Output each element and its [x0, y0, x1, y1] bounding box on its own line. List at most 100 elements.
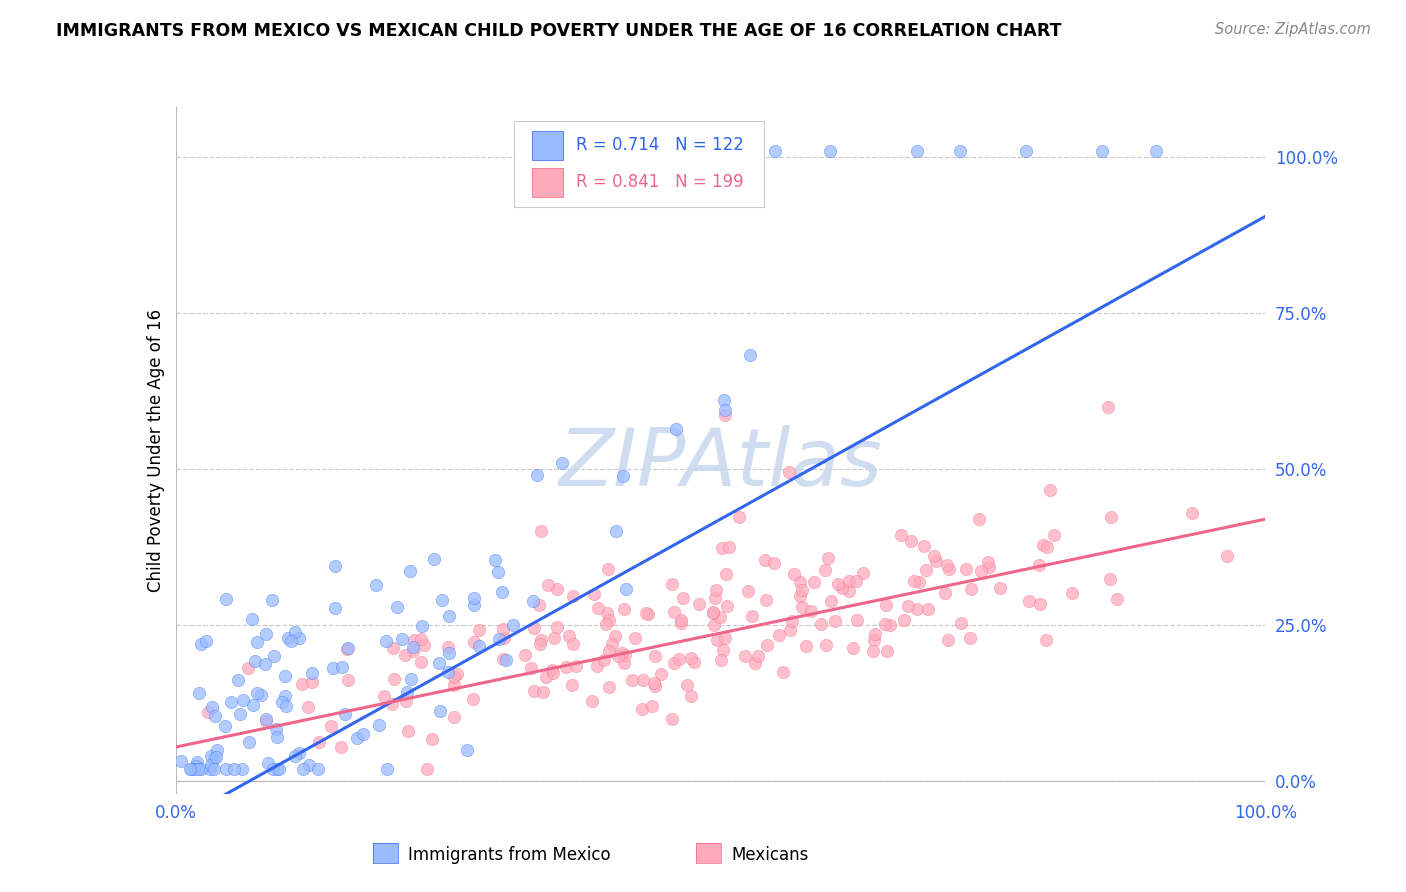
Point — [768, 628, 790, 642]
Point — [1032, 538, 1054, 552]
Point — [596, 606, 619, 620]
Point — [949, 144, 972, 158]
Point — [671, 613, 693, 627]
Point — [242, 698, 264, 713]
Point — [810, 617, 832, 632]
Point — [330, 739, 353, 754]
Point — [900, 534, 922, 549]
Point — [763, 557, 786, 571]
Point — [596, 562, 619, 576]
Point — [364, 578, 387, 592]
Point — [772, 665, 794, 679]
Point — [205, 742, 228, 756]
Text: Immigrants from Mexico: Immigrants from Mexico — [408, 846, 610, 863]
Point — [402, 640, 425, 655]
Point — [713, 409, 735, 423]
Point — [232, 692, 254, 706]
Point — [879, 618, 901, 632]
Point — [336, 640, 359, 655]
Point — [1039, 483, 1062, 497]
Point — [704, 591, 727, 605]
Point — [429, 704, 451, 718]
Point — [346, 731, 368, 745]
Point — [558, 629, 581, 643]
Point — [274, 698, 297, 713]
Point — [744, 656, 766, 670]
Point — [461, 692, 484, 706]
Point — [1029, 597, 1052, 611]
Point — [423, 552, 446, 566]
Point — [603, 629, 626, 643]
Point — [592, 652, 614, 666]
Point — [714, 403, 737, 417]
Point — [713, 631, 735, 645]
Point — [277, 631, 299, 645]
Point — [484, 553, 506, 567]
Point — [336, 642, 359, 657]
Point — [780, 614, 803, 628]
Point — [336, 673, 359, 688]
FancyBboxPatch shape — [531, 168, 562, 197]
Point — [890, 528, 912, 542]
Point — [960, 582, 983, 597]
Point — [637, 607, 659, 621]
Point — [634, 606, 657, 620]
Point — [427, 656, 450, 670]
Point — [950, 615, 973, 630]
Point — [1060, 586, 1083, 600]
Point — [301, 665, 323, 680]
Point — [936, 558, 959, 573]
Point — [682, 655, 704, 669]
Point — [586, 658, 609, 673]
Point — [925, 554, 948, 568]
Point — [672, 591, 695, 605]
Point — [814, 563, 837, 577]
Point — [763, 144, 786, 158]
Point — [936, 633, 959, 648]
Point — [624, 631, 647, 645]
Point — [288, 631, 311, 645]
Point — [411, 618, 433, 632]
Point — [845, 574, 868, 588]
Point — [818, 144, 841, 158]
Text: R = 0.714   N = 122: R = 0.714 N = 122 — [575, 136, 744, 154]
Point — [741, 609, 763, 624]
Point — [395, 685, 418, 699]
Point — [530, 632, 553, 647]
Point — [852, 566, 875, 581]
Point — [467, 639, 489, 653]
Point — [523, 621, 546, 635]
Point — [831, 582, 853, 596]
Point — [323, 600, 346, 615]
Point — [737, 583, 759, 598]
Point — [323, 558, 346, 573]
Point — [1181, 506, 1204, 520]
Point — [270, 695, 292, 709]
Point — [838, 574, 860, 588]
Point — [863, 632, 886, 647]
Point — [631, 673, 654, 688]
Point — [263, 648, 285, 663]
Point — [266, 730, 288, 744]
Point — [322, 661, 344, 675]
Point — [1036, 540, 1059, 554]
Point — [264, 722, 287, 736]
Point — [267, 762, 290, 776]
Point — [893, 613, 915, 627]
Point — [530, 524, 553, 538]
Text: IMMIGRANTS FROM MEXICO VS MEXICAN CHILD POVERTY UNDER THE AGE OF 16 CORRELATION : IMMIGRANTS FROM MEXICO VS MEXICAN CHILD … — [56, 22, 1062, 40]
Point — [779, 623, 801, 637]
Point — [468, 623, 491, 637]
Point — [381, 640, 404, 655]
Point — [703, 618, 725, 632]
Point — [240, 612, 263, 626]
Point — [555, 660, 578, 674]
Point — [534, 670, 557, 684]
Point — [803, 574, 825, 589]
Point — [754, 552, 776, 566]
Point — [738, 348, 761, 362]
Point — [215, 591, 238, 606]
Point — [598, 613, 620, 627]
Point — [495, 653, 517, 667]
Point — [734, 649, 756, 664]
